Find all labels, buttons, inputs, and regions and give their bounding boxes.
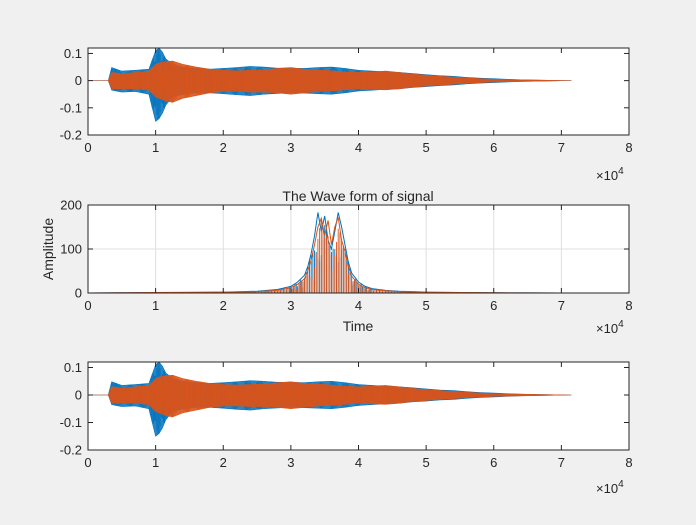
subplot-1-y-tick-label: -0.1 [60, 100, 82, 115]
subplot-1-x-tick-label: 3 [287, 140, 294, 155]
subplot-3-y-tick-label: 0.1 [64, 360, 82, 375]
subplot-1-x-tick-label: 8 [625, 140, 632, 155]
subplot-3-x-tick-label: 5 [423, 455, 430, 470]
subplot-2-y-tick-label: 200 [60, 198, 82, 213]
subplot-2-x-exponent-base: ×10 [596, 321, 618, 336]
subplot-1-x-tick-label: 7 [558, 140, 565, 155]
subplot-3-x-exponent-base: ×10 [596, 481, 618, 496]
subplot-2-x-tick-label: 0 [84, 298, 91, 313]
subplot-2-ylabel: Amplitude [40, 218, 56, 280]
subplot-1-x-tick-label: 0 [84, 140, 91, 155]
subplot-2-x-tick-label: 2 [220, 298, 227, 313]
subplot-3-x-tick-label: 0 [84, 455, 91, 470]
subplot-2-x-tick-label: 3 [287, 298, 294, 313]
subplot-2-y-tick-label: 0 [75, 286, 82, 301]
subplot-3-x-tick-label: 7 [558, 455, 565, 470]
subplot-3-y-tick-label: -0.2 [60, 443, 82, 458]
subplot-2-xlabel: Time [343, 318, 374, 334]
subplot-3-x-tick-label: 2 [220, 455, 227, 470]
subplot-1-x-tick-label: 5 [423, 140, 430, 155]
subplot-1-series-2-trace [109, 61, 570, 103]
subplot-3-series-2-trace [109, 375, 567, 417]
subplot-1: 0 1 2 3 4 5 6 7 8-0.2-0.100.1 ×104 [60, 46, 633, 183]
subplot-1-y-tick-label: 0.1 [64, 46, 82, 61]
subplot-3-x-tick-label: 6 [490, 455, 497, 470]
subplot-3-x-exponent-power: 4 [618, 479, 624, 490]
subplot-2-title: The Wave form of signal [282, 188, 433, 204]
subplot-3-y-tick-label: 0 [75, 388, 82, 403]
subplot-1-y-tick-label: 0 [75, 73, 82, 88]
subplot-1-x-exponent-power: 4 [618, 166, 624, 177]
subplot-1-x-tick-label: 2 [220, 140, 227, 155]
subplot-1-y-tick-label: -0.2 [60, 128, 82, 143]
subplot-2-x-tick-label: 6 [490, 298, 497, 313]
subplot-3-x-exponent: ×104 [596, 479, 624, 496]
subplot-2-x-tick-label: 7 [558, 298, 565, 313]
subplot-3-y-tick-label: -0.1 [60, 415, 82, 430]
subplot-3: 0 1 2 3 4 5 6 7 8-0.2-0.100.1 ×104 [60, 360, 633, 496]
subplot-3-x-tick-label: 3 [287, 455, 294, 470]
subplot-3-x-tick-label: 4 [355, 455, 362, 470]
subplot-1-x-exponent: ×104 [596, 166, 624, 183]
subplot-2-x-tick-label: 5 [423, 298, 430, 313]
subplot-2-x-tick-label: 1 [152, 298, 159, 313]
subplot-1-x-exponent-base: ×10 [596, 168, 618, 183]
subplot-3-x-tick-label: 8 [625, 455, 632, 470]
subplot-2-x-tick-label: 8 [625, 298, 632, 313]
subplot-1-x-tick-label: 4 [355, 140, 362, 155]
subplot-2-x-exponent-power: 4 [618, 319, 624, 330]
subplot-3-x-tick-label: 1 [152, 455, 159, 470]
subplot-2-y-tick-label: 100 [60, 242, 82, 257]
subplot-2-x-tick-label: 4 [355, 298, 362, 313]
subplot-1-x-tick-label: 6 [490, 140, 497, 155]
subplot-2: 0 1 2 3 4 5 6 7 8 0 100 200 The Wave form of signal T… [40, 188, 633, 336]
subplot-2-x-exponent: ×104 [596, 319, 624, 336]
subplot-1-x-tick-label: 1 [152, 140, 159, 155]
